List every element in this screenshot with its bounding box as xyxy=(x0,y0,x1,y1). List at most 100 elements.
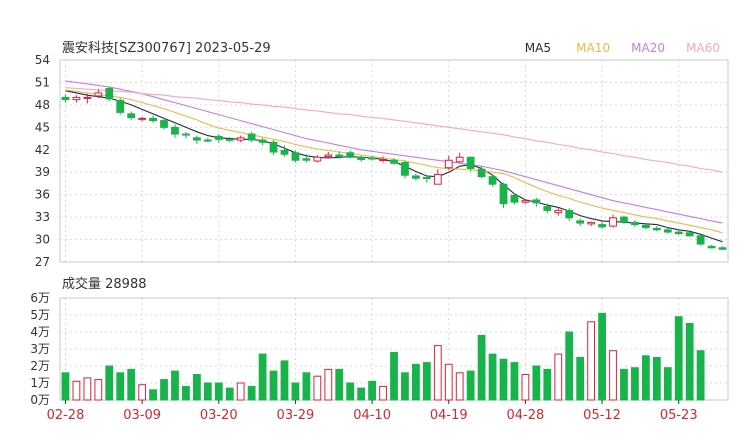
candle-body xyxy=(641,224,650,229)
volume-y-axis: 6万 5万 4万 3万 2万 1万 0万 xyxy=(30,291,50,407)
volume-bar xyxy=(357,387,366,401)
price-tick-label: 48 xyxy=(35,98,50,112)
date-tick-label: 05-12 xyxy=(583,408,621,423)
volume-bar xyxy=(390,351,398,401)
volume-bar xyxy=(83,377,92,401)
candle-body xyxy=(83,96,92,99)
candle-body xyxy=(510,194,519,203)
volume-bar xyxy=(641,355,650,401)
volume-bar xyxy=(620,368,628,401)
chart-title: 震安科技[SZ300767] 2023-05-29 xyxy=(62,41,271,56)
candle-body xyxy=(707,245,716,249)
candle-body xyxy=(94,92,103,97)
volume-bar xyxy=(532,365,541,401)
volume-bar xyxy=(433,345,442,401)
date-tick-label: 03-29 xyxy=(277,408,315,423)
volume-bar xyxy=(94,379,103,401)
volume-bar xyxy=(488,353,497,401)
date-tick-label: 03-20 xyxy=(200,408,238,423)
candle-body xyxy=(390,159,398,164)
ma20-line xyxy=(65,80,723,224)
candle-body xyxy=(412,175,420,179)
candle-body xyxy=(444,159,453,169)
price-tick-label: 54 xyxy=(35,53,50,67)
volume-tick-label: 2万 xyxy=(30,359,50,373)
volume-bar xyxy=(422,362,431,401)
volume-bar xyxy=(72,380,81,401)
volume-bars xyxy=(61,312,705,401)
volume-bar xyxy=(521,374,530,401)
candle-body xyxy=(576,220,585,224)
date-tick-label: 03-09 xyxy=(123,408,161,423)
volume-tick-label: 5万 xyxy=(30,308,50,322)
volume-bar xyxy=(313,375,322,401)
volume-bar xyxy=(258,353,267,401)
candle-body xyxy=(466,156,475,169)
volume-bar xyxy=(466,370,475,401)
volume-bar xyxy=(609,350,617,401)
candle-body xyxy=(609,217,617,227)
candle-body xyxy=(685,232,694,237)
price-tick-label: 45 xyxy=(35,120,50,134)
candle-body xyxy=(368,157,376,160)
candle-body xyxy=(149,117,157,122)
volume-tick-label: 1万 xyxy=(30,376,50,390)
volume-tick-label: 3万 xyxy=(30,342,50,356)
volume-bar xyxy=(412,363,420,401)
volume-bar xyxy=(138,384,147,401)
legend-ma60: MA60 xyxy=(686,41,720,55)
volume-bar xyxy=(598,312,606,401)
candle-body xyxy=(291,152,300,161)
candle-body xyxy=(171,126,179,135)
volume-bar xyxy=(346,382,355,401)
candle-body xyxy=(401,161,409,176)
volume-bar xyxy=(324,368,333,401)
volume-bar xyxy=(510,362,519,401)
volume-bar xyxy=(543,368,552,401)
candle-body xyxy=(335,154,344,158)
candle-body xyxy=(565,209,574,219)
candle-body xyxy=(488,176,497,185)
candle-body xyxy=(477,168,486,178)
candle-body xyxy=(258,139,267,143)
volume-bar xyxy=(499,358,508,401)
date-tick-label: 02-28 xyxy=(47,408,85,423)
date-axis: 02-28 03-09 03-20 03-29 04-10 04-19 04-28 05-12… xyxy=(47,400,698,423)
volume-bar xyxy=(105,365,114,401)
volume-bar xyxy=(160,379,168,401)
candle-body xyxy=(214,135,223,140)
candle-body xyxy=(138,117,147,120)
volume-bar xyxy=(149,389,157,401)
price-tick-label: 30 xyxy=(35,233,50,247)
candle-body xyxy=(433,173,442,185)
price-tick-label: 42 xyxy=(35,143,50,157)
volume-bar xyxy=(127,368,136,401)
volume-bar xyxy=(302,372,311,401)
volume-bar xyxy=(368,380,376,401)
legend-ma20: MA20 xyxy=(631,41,665,55)
volume-bar xyxy=(477,334,486,401)
volume-bar xyxy=(554,353,563,401)
volume-bar xyxy=(696,350,705,401)
candle-body xyxy=(72,96,81,101)
date-tick-label: 04-28 xyxy=(507,408,545,423)
candle-body xyxy=(313,156,322,162)
ma-legend: MA5 MA10 MA20 MA60 xyxy=(525,41,720,55)
candle-body xyxy=(543,206,552,211)
volume-bar xyxy=(280,360,289,401)
candle-body xyxy=(127,113,136,119)
candle-body xyxy=(663,229,672,233)
volume-tick-label: 0万 xyxy=(30,393,50,407)
date-tick-label: 04-10 xyxy=(353,408,391,423)
candle-body xyxy=(696,235,705,245)
volume-bar xyxy=(685,323,694,401)
candle-body xyxy=(357,156,366,161)
price-tick-label: 51 xyxy=(35,75,50,89)
volume-bar xyxy=(674,316,683,401)
volume-bar xyxy=(652,357,661,401)
volume-bar xyxy=(192,374,201,401)
candle-body xyxy=(280,150,289,155)
candle-body xyxy=(192,137,201,141)
